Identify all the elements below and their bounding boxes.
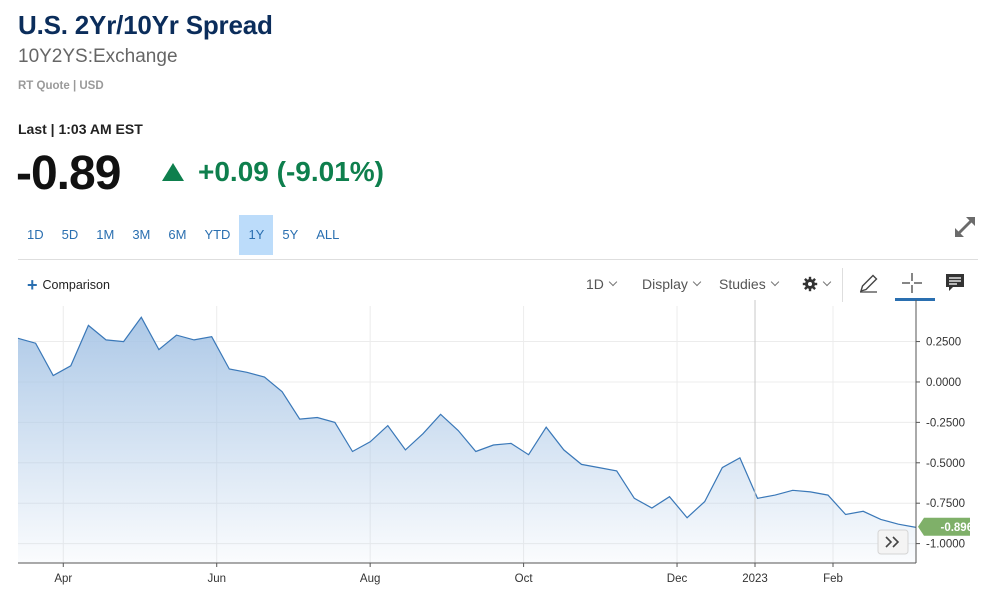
- series-area: [18, 317, 916, 563]
- spread-chart[interactable]: 0.2500 0.0000 -0.2500 -0.5000 -0.7500 -1.0000…: [0, 300, 987, 596]
- y-tick-label: -1.0000: [926, 539, 965, 551]
- range-5y[interactable]: 5Y: [282, 227, 299, 242]
- change-value: +0.09 (-9.01%): [198, 156, 384, 187]
- comparison-button[interactable]: + Comparison: [27, 275, 110, 295]
- double-chevron-right-icon: [885, 536, 900, 548]
- range-1d[interactable]: 1D: [27, 227, 44, 242]
- gear-icon: [802, 276, 818, 292]
- range-all[interactable]: ALL: [316, 227, 340, 242]
- x-tick-label: Jun: [207, 573, 226, 585]
- toolbar-divider: [18, 259, 978, 260]
- plus-icon: +: [27, 275, 38, 295]
- toolbar-separator: [842, 268, 843, 302]
- scroll-forward-button[interactable]: [877, 529, 909, 555]
- interval-dropdown[interactable]: 1D: [586, 276, 618, 292]
- range-1m[interactable]: 1M: [96, 227, 115, 242]
- x-tick-label: Oct: [515, 573, 534, 585]
- interval-label: 1D: [586, 276, 604, 292]
- settings-dropdown[interactable]: [802, 276, 832, 292]
- studies-label: Studies: [719, 276, 766, 292]
- quote-type-label: RT Quote | USD: [18, 80, 104, 92]
- y-tick-label: 0.2500: [926, 337, 961, 349]
- range-selector: 1D 5D 1M 3M 6M YTD 1Y 5Y ALL: [18, 215, 348, 255]
- range-3m[interactable]: 3M: [132, 227, 151, 242]
- range-1y[interactable]: 1Y: [239, 215, 274, 255]
- pencil-icon[interactable]: [856, 270, 882, 296]
- comparison-label: Comparison: [42, 278, 110, 292]
- x-tick-label: Dec: [667, 573, 688, 585]
- range-5d[interactable]: 5D: [61, 227, 79, 242]
- last-time-label: Last | 1:03 AM EST: [18, 121, 143, 137]
- chevron-down-icon: [822, 277, 832, 287]
- crosshair-active-indicator: [895, 298, 935, 301]
- comment-icon[interactable]: [942, 270, 968, 296]
- x-tick-label: Apr: [54, 573, 72, 585]
- price-change: +0.09 (-9.01%): [162, 156, 384, 188]
- last-price: -0.89: [16, 147, 121, 200]
- last-value-badge: [918, 517, 970, 536]
- y-tick-label: -0.5000: [926, 458, 965, 470]
- up-arrow-icon: [162, 163, 184, 181]
- symbol-label: 10Y2YS:Exchange: [18, 46, 178, 67]
- chevron-down-icon: [608, 277, 618, 287]
- series-line: [17, 316, 917, 528]
- crosshair-icon[interactable]: [899, 270, 925, 296]
- y-tick-label: -0.2500: [926, 417, 965, 429]
- studies-dropdown[interactable]: Studies: [719, 276, 779, 292]
- x-tick-label: Aug: [360, 573, 380, 585]
- x-tick-label: Feb: [823, 573, 843, 585]
- display-label: Display: [642, 276, 688, 292]
- page-title: U.S. 2Yr/10Yr Spread: [18, 10, 273, 40]
- range-ytd[interactable]: YTD: [204, 227, 231, 242]
- range-6m[interactable]: 6M: [168, 227, 187, 242]
- y-tick-label: -0.7500: [926, 498, 965, 510]
- y-tick-label: 0.0000: [926, 377, 961, 389]
- chevron-down-icon: [770, 277, 779, 287]
- chevron-down-icon: [692, 277, 702, 287]
- display-dropdown[interactable]: Display: [642, 276, 702, 292]
- last-value-label: -0.8960: [940, 522, 979, 534]
- x-tick-label: 2023: [742, 573, 768, 585]
- expand-icon[interactable]: [952, 214, 978, 240]
